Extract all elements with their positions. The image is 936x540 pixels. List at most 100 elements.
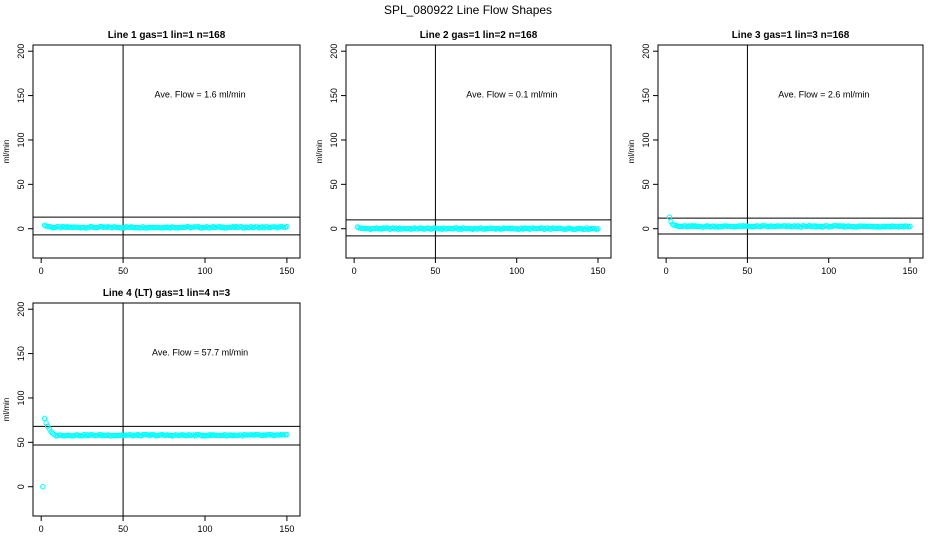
x-tick-label: 100: [821, 266, 836, 276]
data-point: [369, 225, 375, 232]
data-point: [760, 223, 767, 229]
data-point: [668, 218, 674, 225]
data-point: [466, 225, 473, 232]
data-point: [135, 225, 141, 231]
y-tick-label: 200: [641, 44, 651, 59]
plot-frame: [345, 44, 612, 259]
data-point: [822, 223, 829, 229]
data-point: [666, 214, 673, 220]
data-point: [46, 426, 53, 432]
y-tick-label: 0: [16, 226, 26, 231]
x-tick-label: 100: [509, 266, 524, 276]
data-point: [225, 432, 231, 438]
data-point: [254, 432, 261, 438]
data-point: [827, 223, 834, 230]
data-point: [226, 224, 233, 231]
data-point: [45, 423, 51, 430]
y-tick-label: 50: [641, 179, 651, 189]
data-point: [248, 432, 254, 438]
y-tick-label: 200: [16, 302, 26, 317]
y-axis-label: ml/min: [2, 398, 11, 422]
y-tick-label: 200: [329, 44, 339, 59]
data-point: [284, 431, 290, 438]
data-point: [221, 225, 228, 231]
data-point: [413, 226, 419, 232]
plot-frame: [657, 44, 924, 259]
data-point: [866, 223, 873, 229]
y-tick-label: 0: [641, 226, 651, 231]
data-point: [759, 223, 765, 229]
data-point: [876, 224, 882, 230]
panel-title: Line 4 (LT) gas=1 lin=4 n=3: [103, 288, 231, 299]
x-tick-label: 150: [279, 266, 294, 276]
x-tick-label: 0: [352, 266, 357, 276]
panel-4: Line 4 (LT) gas=1 lin=4 n=3 ml/min 0 50 100 1…: [2, 288, 301, 534]
x-tick-label: 0: [664, 266, 669, 276]
data-point: [76, 432, 82, 439]
y-tick-label: 100: [16, 390, 26, 405]
average-flow-annotation: Ave. Flow = 57.7 ml/min: [152, 347, 248, 357]
y-tick-label: 100: [641, 132, 651, 147]
x-tick-label: 150: [590, 266, 605, 276]
figure-title: SPL_080922 Line Flow Shapes: [384, 3, 552, 17]
data-point: [535, 225, 541, 232]
data-point: [284, 224, 290, 230]
data-point: [694, 223, 700, 230]
panel-1: Line 1 gas=1 lin=1 n=168 ml/min 0 50 100 150 0…: [2, 30, 301, 276]
x-tick-label: 0: [39, 524, 44, 534]
average-flow-annotation: Ave. Flow = 1.6 ml/min: [155, 89, 246, 99]
y-tick-label: 50: [329, 179, 339, 189]
panel-title: Line 2 gas=1 lin=2 n=168: [420, 30, 538, 41]
data-point: [269, 224, 275, 230]
data-point: [107, 433, 113, 439]
panel-3: Line 3 gas=1 lin=3 n=168 ml/min 0 50 100 150 0…: [627, 30, 924, 276]
x-tick-label: 0: [39, 266, 44, 276]
data-point: [117, 225, 123, 231]
y-tick-label: 0: [329, 226, 339, 231]
y-tick-label: 50: [16, 179, 26, 189]
plot-area: [346, 45, 611, 258]
panel-2: Line 2 gas=1 lin=2 n=168 ml/min 0 50 100 150 0…: [315, 30, 612, 276]
data-point: [180, 432, 187, 438]
panel-title: Line 1 gas=1 lin=1 n=168: [108, 30, 226, 41]
plot-frame: [32, 302, 301, 517]
average-flow-annotation: Ave. Flow = 0.1 ml/min: [466, 89, 557, 99]
data-point: [41, 415, 48, 422]
y-tick-label: 150: [641, 88, 651, 103]
y-tick-label: 200: [16, 44, 26, 59]
data-point: [577, 226, 583, 232]
plot-area: [33, 303, 300, 516]
average-flow-annotation: Ave. Flow = 2.6 ml/min: [778, 89, 869, 99]
data-point: [262, 224, 269, 230]
y-tick-label: 150: [16, 88, 26, 103]
x-tick-label: 50: [118, 524, 128, 534]
y-tick-label: 150: [16, 346, 26, 361]
x-tick-label: 100: [197, 524, 212, 534]
data-point: [445, 225, 452, 232]
data-point: [102, 432, 108, 439]
y-tick-label: 0: [16, 484, 26, 489]
data-point: [726, 223, 733, 230]
data-point: [233, 432, 239, 439]
data-point: [570, 226, 577, 233]
x-tick-label: 100: [197, 266, 212, 276]
data-point: [699, 224, 705, 230]
y-tick-label: 100: [16, 132, 26, 147]
y-axis-label: ml/min: [2, 140, 11, 164]
data-point: [595, 226, 601, 232]
data-point: [143, 225, 149, 231]
y-axis-label: ml/min: [627, 140, 636, 164]
data-point: [279, 432, 285, 438]
data-point: [115, 432, 121, 439]
x-tick-label: 150: [279, 524, 294, 534]
y-tick-label: 100: [329, 132, 339, 147]
data-point: [123, 432, 130, 438]
data-point: [40, 484, 46, 490]
plot-area: [33, 45, 300, 258]
y-tick-label: 150: [329, 88, 339, 103]
panel-title: Line 3 gas=1 lin=3 n=168: [732, 30, 850, 41]
data-point: [695, 223, 702, 230]
plot-frame: [32, 44, 301, 259]
y-axis-label: ml/min: [315, 140, 324, 164]
